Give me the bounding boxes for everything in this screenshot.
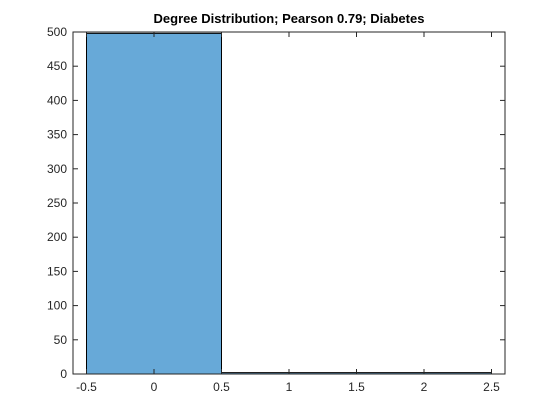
y-axis: 0 50 100 150 200 250 300 350 400 450 500 [47, 25, 505, 381]
x-tick-label: 0.5 [213, 380, 230, 394]
x-tick-label: 1 [286, 380, 293, 394]
x-tick-label: 2 [421, 380, 428, 394]
x-tick-label: 1.5 [348, 380, 365, 394]
y-tick-label: 250 [47, 196, 67, 210]
y-tick-label: 400 [47, 93, 67, 107]
x-tick-label: -0.5 [76, 380, 97, 394]
chart-title: Degree Distribution; Pearson 0.79; Diabe… [154, 11, 425, 26]
x-axis: -0.5 0 0.5 1 1.5 2 2.5 [76, 32, 500, 394]
x-tick-label: 2.5 [483, 380, 500, 394]
bars-group [86, 32, 492, 375]
y-tick-label: 300 [47, 162, 67, 176]
y-tick-label: 0 [60, 367, 67, 381]
y-tick-label: 150 [47, 264, 67, 278]
y-tick-label: 450 [47, 59, 67, 73]
histogram-bar-0 [86, 32, 222, 375]
x-tick-label: 0 [151, 380, 158, 394]
y-tick-label: 100 [47, 299, 67, 313]
y-tick-label: 350 [47, 128, 67, 142]
y-tick-label: 50 [54, 333, 68, 347]
y-tick-label: 500 [47, 25, 67, 39]
y-tick-label: 200 [47, 230, 67, 244]
